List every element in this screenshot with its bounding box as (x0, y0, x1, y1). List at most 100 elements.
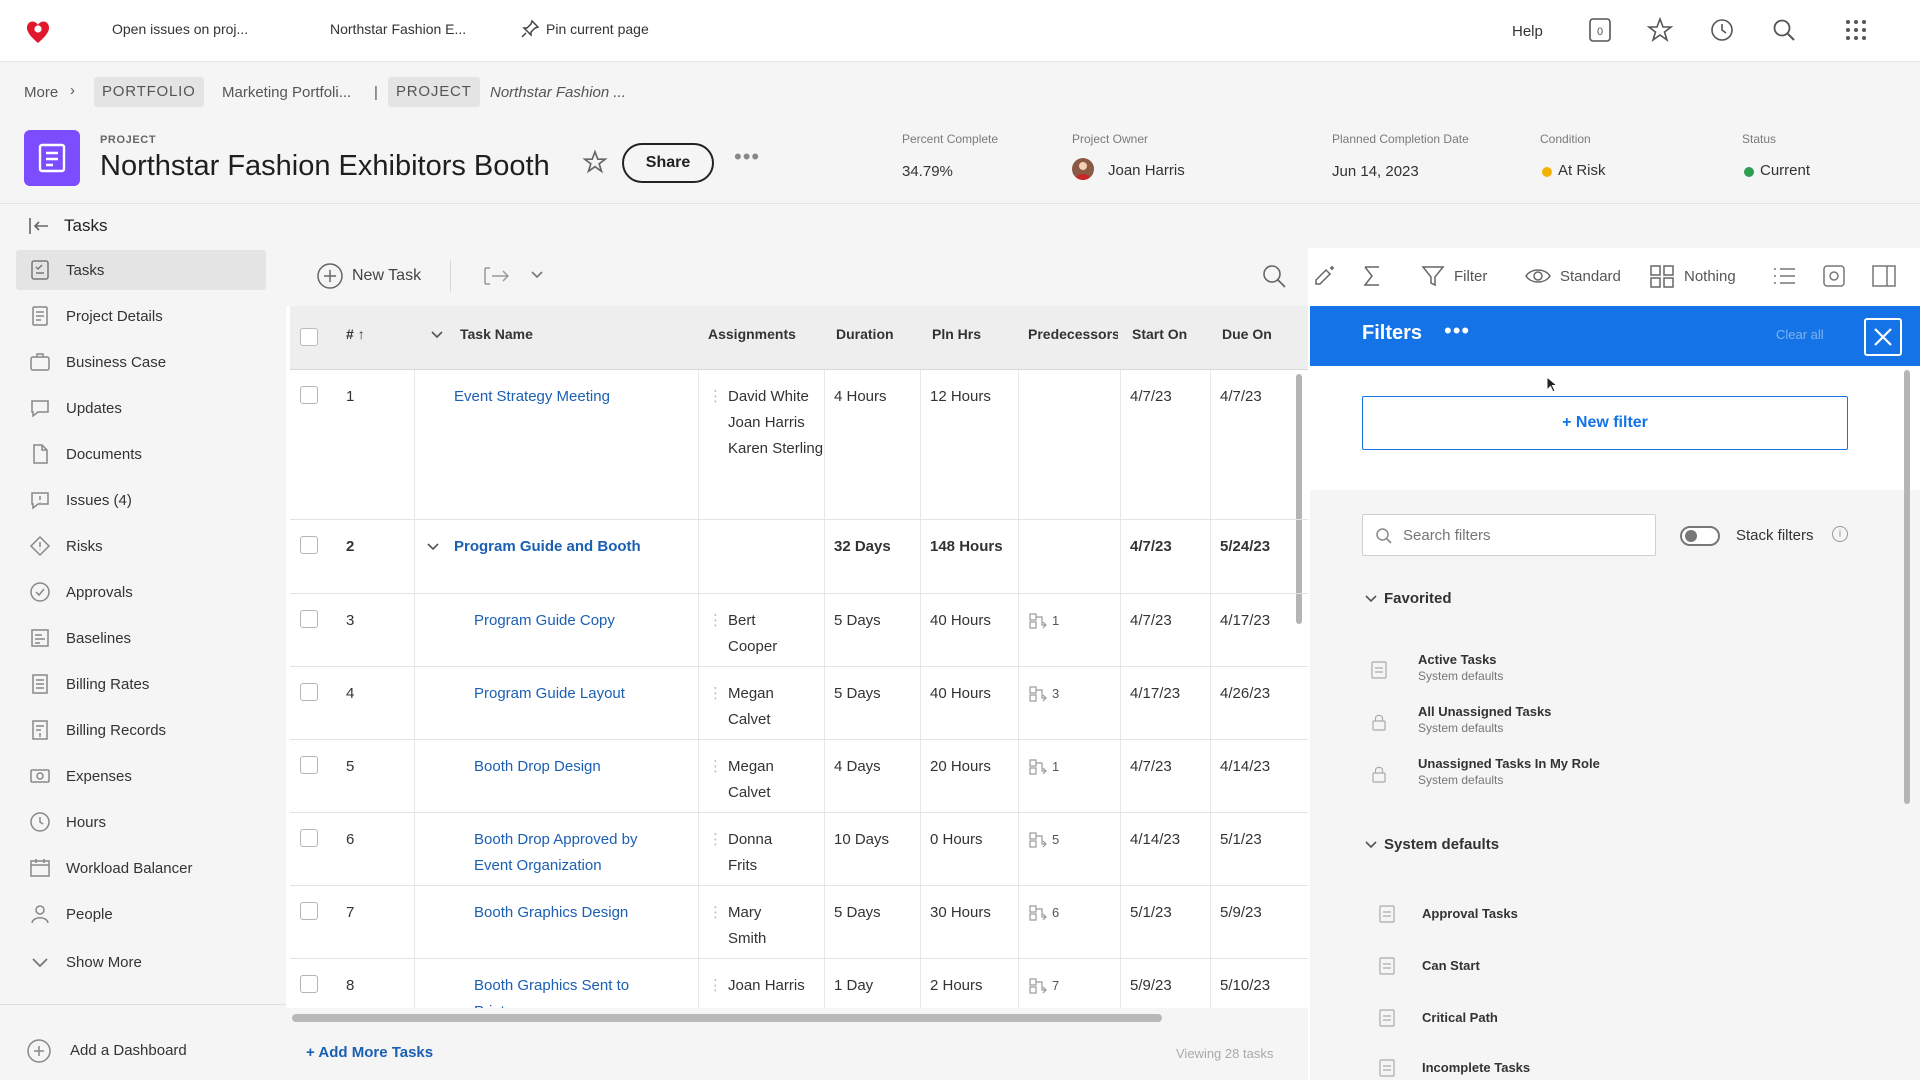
filters-more-icon[interactable]: ••• (1444, 318, 1471, 343)
stack-filters-toggle[interactable] (1680, 526, 1720, 546)
settings-icon[interactable] (1820, 262, 1848, 290)
table-row[interactable]: 3 Program Guide Copy ⋮ Bert Cooper 5 Day… (290, 594, 1308, 667)
drag-handle-icon[interactable]: ⋮ (708, 977, 723, 994)
predecessor-cell[interactable]: 6 (1028, 900, 1059, 926)
drag-handle-icon[interactable]: ⋮ (708, 904, 723, 921)
task-name-link[interactable]: Booth Drop Design (474, 758, 601, 775)
sidebar-item-baselines[interactable]: Baselines (16, 618, 266, 658)
brand-logo-icon[interactable] (24, 18, 52, 46)
filter-item-approval-tasks[interactable]: Approval Tasks (1422, 906, 1518, 921)
assignee-name[interactable]: Mary Smith (728, 904, 767, 947)
breadcrumb-more[interactable]: More (24, 84, 59, 101)
help-link[interactable]: Help (1512, 23, 1543, 40)
search-input[interactable] (1403, 523, 1643, 547)
breadcrumb-portfolio-link[interactable]: Marketing Portfoli... (222, 84, 352, 101)
assignee-list[interactable]: David White Joan Harris Karen Sterling (728, 384, 828, 462)
panel-toggle-icon[interactable] (1870, 262, 1898, 290)
system-defaults-section-toggle[interactable]: System defaults (1364, 836, 1499, 853)
chevron-down-icon[interactable] (426, 542, 440, 552)
drag-handle-icon[interactable]: ⋮ (708, 758, 723, 775)
pin-current-page-button[interactable]: Pin current page (546, 21, 649, 37)
row-checkbox[interactable] (300, 683, 318, 701)
share-button[interactable]: Share (622, 143, 714, 183)
search-filters-field[interactable] (1362, 514, 1656, 556)
column-header-predecessors[interactable]: Predecessors (1028, 326, 1118, 342)
select-all-checkbox[interactable] (300, 328, 318, 346)
sidebar-item-business-case[interactable]: Business Case (16, 342, 266, 382)
sidebar-item-billing-rates[interactable]: Billing Rates (16, 664, 266, 704)
row-checkbox[interactable] (300, 610, 318, 628)
sidebar-item-expenses[interactable]: Expenses (16, 756, 266, 796)
task-name-link[interactable]: Program Guide and Booth (454, 538, 641, 555)
assignee-name[interactable]: Bert Cooper (728, 612, 778, 655)
filter-item-can-start[interactable]: Can Start (1422, 958, 1480, 973)
assignee-name[interactable]: Joan Harris (728, 977, 805, 994)
pin-icon[interactable] (520, 19, 540, 39)
table-row[interactable]: 5 Booth Drop Design ⋮ Megan Calvet 4 Day… (290, 740, 1308, 813)
drag-handle-icon[interactable]: ⋮ (708, 388, 723, 405)
horizontal-scrollbar[interactable] (292, 1014, 1162, 1022)
favorites-star-icon[interactable] (1646, 16, 1674, 44)
status-badge[interactable]: Current (1760, 162, 1811, 179)
task-name-link[interactable]: Booth Graphics Design (474, 904, 629, 921)
row-checkbox[interactable] (300, 536, 318, 554)
table-row[interactable]: 2 Program Guide and Booth 32 Days 148 Ho… (290, 520, 1308, 594)
table-row[interactable]: 7 Booth Graphics Design ⋮ Mary Smith 5 D… (290, 886, 1308, 959)
sort-icon[interactable] (1358, 262, 1386, 290)
row-checkbox[interactable] (300, 975, 318, 993)
sidebar-item-hours[interactable]: Hours (16, 802, 266, 842)
predecessor-cell[interactable]: 3 (1028, 681, 1059, 707)
project-owner-value[interactable]: Joan Harris (1108, 162, 1185, 179)
recent-link-northstar[interactable]: Northstar Fashion E... (330, 21, 467, 37)
table-row[interactable]: 1 Event Strategy Meeting ⋮ David White J… (290, 370, 1308, 520)
sidebar-item-documents[interactable]: Documents (16, 434, 266, 474)
column-header-start-on[interactable]: Start On (1132, 326, 1188, 342)
filter-item-all-unassigned-tasks[interactable]: All Unassigned Tasks System defaults (1418, 704, 1551, 735)
filter-button[interactable]: Filter (1420, 262, 1487, 290)
more-options-icon[interactable]: ••• (734, 144, 761, 169)
notifications-icon[interactable]: 0 (1586, 16, 1614, 44)
table-search-icon[interactable] (1260, 262, 1288, 290)
sidebar-item-approvals[interactable]: Approvals (16, 572, 266, 612)
collapse-all-icon[interactable] (430, 330, 444, 340)
table-row[interactable]: 8 Booth Graphics Sent to Printer ⋮ Joan … (290, 959, 1308, 1008)
task-name-link[interactable]: Program Guide Copy (474, 612, 615, 629)
task-name-link[interactable]: Booth Graphics Sent to Printer (474, 977, 630, 1008)
sidebar-item-tasks[interactable]: Tasks (16, 250, 266, 290)
favorited-section-toggle[interactable]: Favorited (1364, 590, 1452, 607)
row-checkbox[interactable] (300, 902, 318, 920)
app-grid-icon[interactable] (1842, 16, 1870, 44)
row-checkbox[interactable] (300, 756, 318, 774)
column-header-number[interactable]: # ↑ (346, 326, 365, 342)
predecessor-cell[interactable]: 1 (1028, 754, 1059, 780)
table-row[interactable]: 6 Booth Drop Approved by Event Organizat… (290, 813, 1308, 886)
chevron-down-icon[interactable] (530, 270, 544, 280)
favorite-project-star-icon[interactable] (582, 149, 608, 175)
table-row[interactable]: 4 Program Guide Layout ⋮ Megan Calvet 5 … (290, 667, 1308, 740)
drag-handle-icon[interactable]: ⋮ (708, 612, 723, 629)
row-checkbox[interactable] (300, 386, 318, 404)
predecessor-cell[interactable]: 7 (1028, 973, 1059, 999)
assignee-name[interactable]: Megan Calvet (728, 758, 774, 801)
collapse-sidebar-icon[interactable] (28, 216, 50, 236)
assignee-name[interactable]: Megan Calvet (728, 685, 774, 728)
column-header-task-name[interactable]: Task Name (460, 326, 533, 342)
predecessor-cell[interactable]: 5 (1028, 827, 1059, 853)
sidebar-item-risks[interactable]: Risks (16, 526, 266, 566)
clear-all-button[interactable]: Clear all (1776, 327, 1824, 342)
sidebar-item-project-details[interactable]: Project Details (16, 296, 266, 336)
row-checkbox[interactable] (300, 829, 318, 847)
bulk-edit-icon[interactable] (1310, 262, 1338, 290)
grouping-selector[interactable]: Nothing (1648, 262, 1736, 290)
drag-handle-icon[interactable]: ⋮ (708, 685, 723, 702)
column-header-planned-hours[interactable]: Pln Hrs (932, 326, 982, 342)
info-icon[interactable]: i (1832, 526, 1848, 542)
sidebar-item-issues[interactable]: Issues (4) (16, 480, 266, 520)
filter-item-unassigned-tasks-in-my-role[interactable]: Unassigned Tasks In My Role System defau… (1418, 756, 1600, 787)
sidebar-item-workload-balancer[interactable]: Workload Balancer (16, 848, 266, 888)
task-name-link[interactable]: Event Strategy Meeting (454, 388, 610, 405)
condition-value[interactable]: At Risk (1558, 162, 1606, 179)
predecessor-cell[interactable]: 1 (1028, 608, 1059, 634)
close-icon[interactable] (1864, 318, 1902, 356)
list-view-icon[interactable] (1770, 262, 1798, 290)
